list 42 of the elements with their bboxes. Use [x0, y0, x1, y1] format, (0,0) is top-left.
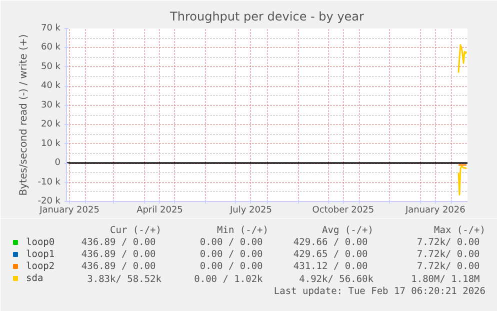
x-tick-label: October 2025 — [312, 206, 374, 216]
y-tick-label: 70 k — [40, 24, 62, 34]
text: 3.83k/ 58.52k — [87, 274, 162, 285]
text: 429.66 / 0.00 — [293, 237, 368, 248]
y-axis-title: Bytes/second read (-) / write (+) — [18, 34, 30, 196]
text: 0.00 / 1.02k — [194, 274, 264, 285]
legend-label: loop1 — [26, 248, 55, 260]
text: 4.92k/ 56.60k — [299, 274, 374, 285]
text: 0.00 / 0.00 — [200, 237, 264, 248]
legend-label: loop2 — [26, 260, 55, 272]
y-tick-label: 30 k — [40, 100, 62, 110]
text: 436.89 / 0.00 — [81, 261, 156, 272]
x-tick-label: April 2025 — [136, 206, 183, 216]
text: 0.00 / 0.00 — [200, 261, 264, 272]
text: 7.72k/ 0.00 — [416, 261, 480, 272]
text: 7.72k/ 0.00 — [416, 237, 480, 248]
text: Min (-/+) — [217, 225, 269, 236]
text: Max (-/+) — [434, 225, 486, 236]
y-tick-label: -10 k — [38, 177, 62, 188]
y-tick-label: 60 k — [40, 42, 62, 53]
text: 436.89 / 0.00 — [81, 249, 156, 260]
y-tick-label: 40 k — [40, 81, 62, 92]
x-tick-label: January 2025 — [38, 206, 100, 216]
text: 431.12 / 0.00 — [293, 261, 368, 272]
y-tick-label: -20 k — [38, 196, 62, 206]
text: Cur (-/+) — [110, 225, 162, 236]
x-tick-label: January 2026 — [404, 206, 466, 216]
y-tick-label: 20 k — [40, 120, 62, 130]
text: Last update: Tue Feb 17 06:20:21 2026 — [274, 286, 486, 297]
legend-label: loop0 — [26, 236, 55, 248]
legend-label: sda — [26, 272, 44, 284]
text: 1.80M/ 1.18M — [411, 274, 480, 285]
text: Avg (-/+) — [322, 225, 374, 236]
y-tick-label: 50 k — [40, 62, 62, 72]
text: 436.89 / 0.00 — [81, 237, 156, 248]
text: 0.00 / 0.00 — [200, 249, 264, 260]
x-tick-label: July 2025 — [228, 206, 272, 216]
y-tick-label: 10 k — [40, 138, 62, 149]
y-tick-label: 0 — [54, 158, 61, 168]
text: 429.65 / 0.00 — [293, 249, 368, 260]
chart-title: Throughput per device - by year — [169, 10, 364, 24]
text: 7.72k/ 0.00 — [416, 249, 480, 260]
